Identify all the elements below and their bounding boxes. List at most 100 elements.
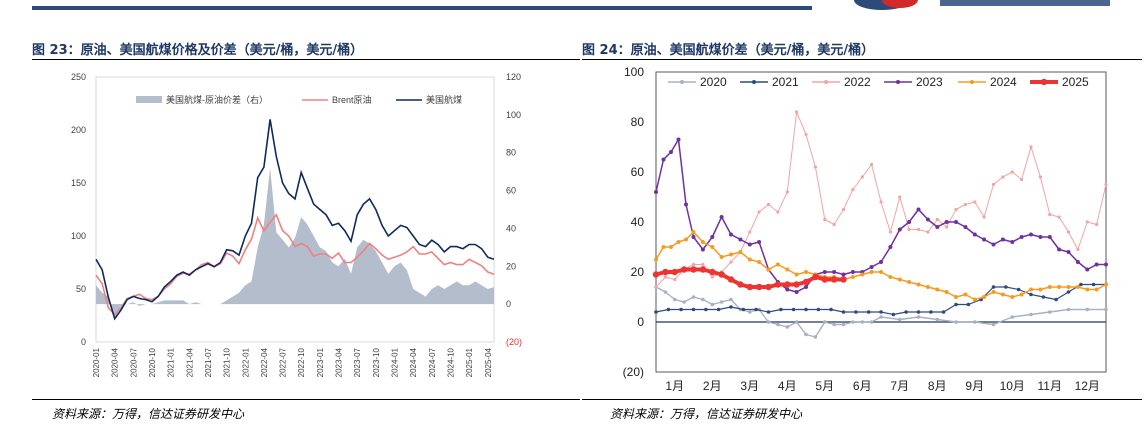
x-tick-label: 2025-04 — [484, 347, 493, 377]
point-2022 — [1010, 170, 1014, 174]
figure-24-bottom-rule — [582, 399, 1142, 400]
point-2025 — [690, 266, 697, 273]
point-2025 — [821, 276, 828, 283]
x-tick-label: 11月 — [1038, 379, 1062, 393]
point-2020 — [1048, 310, 1052, 314]
legend-marker-2025 — [1040, 78, 1048, 86]
point-2022 — [1001, 175, 1005, 179]
x-tick-label: 2025-01 — [465, 347, 474, 377]
point-2024 — [944, 290, 949, 294]
y-tick-label: 60 — [631, 165, 645, 179]
point-2022 — [851, 187, 855, 192]
point-2025 — [746, 283, 753, 291]
point-2023 — [1019, 235, 1024, 239]
legend-marker-2021 — [752, 80, 756, 84]
legend-label-2024: 2024 — [990, 75, 1017, 89]
point-2022 — [1048, 212, 1052, 217]
header-rule — [32, 6, 812, 10]
point-2024 — [869, 270, 874, 274]
point-2021 — [1079, 282, 1083, 287]
x-tick-label: 3月 — [740, 379, 759, 393]
x-tick-label: 4月 — [778, 379, 797, 393]
figure-23-top-rule — [32, 59, 580, 60]
point-2025 — [699, 266, 707, 273]
point-2021 — [679, 307, 683, 312]
point-2020 — [785, 325, 790, 329]
point-2024 — [1085, 287, 1090, 292]
point-2023 — [850, 270, 855, 274]
figure-23-source: 资料来源：万得，信达证券研发中心 — [52, 407, 245, 421]
point-2024 — [982, 295, 987, 299]
point-2024 — [1057, 285, 1062, 289]
point-2020 — [1029, 312, 1033, 317]
point-2022 — [795, 110, 799, 114]
point-2021 — [754, 307, 758, 312]
x-tick-label: 2023-10 — [372, 347, 381, 377]
point-2023 — [1075, 260, 1080, 264]
point-2025 — [802, 278, 810, 286]
point-2022 — [1085, 220, 1089, 224]
point-2021 — [929, 310, 933, 314]
point-2022 — [757, 210, 761, 214]
point-2024 — [907, 280, 912, 284]
point-2020 — [1010, 315, 1015, 319]
point-2022 — [926, 230, 930, 234]
legend-swatch-spread — [136, 96, 162, 103]
point-2022 — [935, 217, 939, 222]
point-2022 — [710, 275, 714, 279]
x-tick-label: 2020-04 — [111, 347, 120, 377]
point-2024 — [785, 267, 790, 272]
point-2023 — [691, 235, 696, 239]
point-2020 — [794, 320, 799, 324]
point-2020 — [860, 320, 865, 324]
left-tick-label: 200 — [71, 125, 86, 135]
point-2022 — [1066, 230, 1071, 234]
point-2023 — [719, 215, 724, 219]
x-tick-label: 2月 — [703, 379, 722, 393]
point-2020 — [851, 320, 855, 324]
point-2022 — [701, 262, 705, 267]
point-2020 — [869, 320, 874, 324]
spread-area — [96, 167, 494, 320]
figure-24-top-rule — [582, 59, 1142, 60]
point-2021 — [791, 307, 796, 312]
legend-label-spread: 美国航煤-原油价差（右） — [166, 94, 268, 105]
figure-24-source: 资料来源：万得，信达证券研发中心 — [610, 407, 803, 421]
point-2024 — [775, 262, 780, 267]
point-2020 — [898, 317, 902, 322]
point-2024 — [691, 230, 696, 234]
left-tick-label: 150 — [71, 178, 86, 188]
point-2020 — [1066, 307, 1071, 312]
point-2022 — [729, 260, 733, 264]
point-2023 — [972, 232, 977, 237]
point-2020 — [663, 290, 668, 294]
point-2020 — [804, 332, 808, 337]
point-2023 — [841, 272, 846, 277]
point-2021 — [666, 307, 671, 312]
point-2021 — [991, 285, 996, 289]
point-2024 — [935, 287, 940, 292]
point-2025 — [662, 268, 669, 276]
x-tick-label: 2024-04 — [409, 347, 418, 377]
x-tick-label: 6月 — [853, 379, 872, 393]
point-2023 — [804, 285, 808, 289]
point-2023 — [757, 240, 762, 244]
point-2025 — [840, 276, 847, 283]
point-2024 — [729, 252, 733, 257]
point-2021 — [841, 310, 846, 314]
point-2025 — [727, 276, 735, 283]
point-2024 — [710, 245, 715, 249]
point-2022 — [841, 207, 846, 212]
left-tick-label: 250 — [71, 72, 86, 82]
figure-23-chart: 250200150100500120100806040200(20)2020-0… — [71, 72, 522, 377]
point-2024 — [1104, 282, 1108, 287]
point-2024 — [879, 270, 883, 274]
point-2025 — [830, 276, 838, 283]
x-tick-label: 5月 — [815, 379, 834, 393]
point-2023 — [869, 265, 874, 269]
point-2023 — [1085, 267, 1090, 272]
point-2025 — [784, 281, 791, 288]
point-2024 — [1010, 295, 1015, 299]
x-tick-label: 2023-07 — [353, 347, 362, 377]
point-2024 — [850, 275, 855, 279]
